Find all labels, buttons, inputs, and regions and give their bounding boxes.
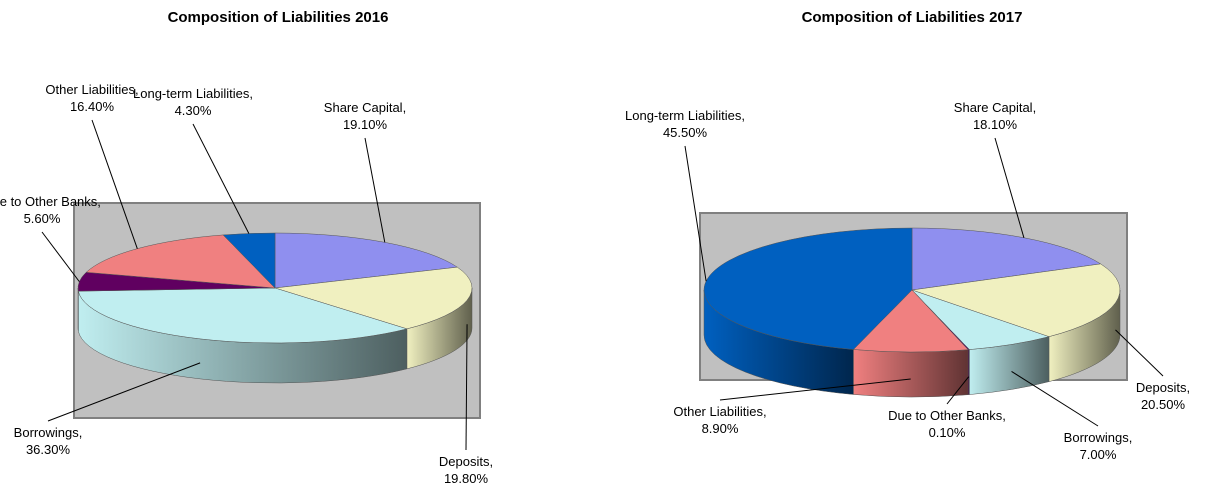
data-label: Long-term Liabilities, 45.50% bbox=[625, 108, 745, 140]
value-label: 20.50% bbox=[1141, 397, 1186, 412]
data-label: Deposits, 19.80% bbox=[439, 454, 493, 486]
value-label: 19.80% bbox=[444, 471, 489, 486]
leader-line bbox=[1011, 371, 1099, 427]
value-label: 45.50% bbox=[663, 125, 708, 140]
chart-title: Composition of Liabilities 2016 bbox=[168, 9, 389, 26]
category-name: Share Capital bbox=[954, 100, 1033, 115]
value-label: 4.30% bbox=[175, 103, 212, 118]
pie-slice bbox=[911, 263, 1121, 382]
value-label: 16.40% bbox=[70, 99, 115, 114]
value-label: 5.60% bbox=[24, 211, 61, 226]
pie-slice bbox=[703, 227, 913, 395]
pie-slice bbox=[222, 232, 276, 289]
value-label: 19.10% bbox=[343, 117, 388, 132]
category-name: Other Liabilities bbox=[45, 82, 135, 97]
chart-title: Composition of Liabilities 2017 bbox=[802, 9, 1023, 26]
leader-line bbox=[47, 362, 201, 422]
pie-top bbox=[274, 266, 473, 330]
data-label: Other Liabilities, 16.40% bbox=[45, 82, 138, 114]
pie-top bbox=[78, 287, 408, 344]
category-name: Share Capital bbox=[324, 100, 403, 115]
data-label: Other Liabilities, 8.90% bbox=[673, 404, 766, 436]
data-label: Borrowings, 36.30% bbox=[14, 425, 83, 457]
leader-line bbox=[465, 324, 468, 451]
category-name: Long-term Liabilities bbox=[625, 108, 742, 123]
value-label: 0.10% bbox=[929, 425, 966, 440]
value-label: 18.10% bbox=[973, 117, 1018, 132]
pie-top bbox=[274, 232, 459, 289]
value-label: 7.00% bbox=[1080, 447, 1117, 462]
leader-line bbox=[91, 119, 138, 249]
pie-slice bbox=[274, 232, 459, 289]
category-name: Deposits bbox=[439, 454, 490, 469]
data-label: Share Capital, 19.10% bbox=[324, 100, 406, 132]
pie-top bbox=[222, 232, 276, 289]
pie-top bbox=[911, 263, 1121, 337]
pie-side bbox=[853, 349, 969, 398]
leader-line bbox=[994, 137, 1025, 238]
data-label: Due to Other Banks, 0.10% bbox=[888, 408, 1006, 440]
data-label: Share Capital, 18.10% bbox=[954, 100, 1036, 132]
leader-line bbox=[684, 145, 707, 282]
pie-top bbox=[852, 289, 969, 353]
category-name: Borrowings bbox=[14, 425, 80, 440]
leader-line bbox=[364, 137, 386, 243]
category-name: Due to Other Banks bbox=[888, 408, 1003, 423]
leader-line bbox=[719, 378, 911, 401]
category-name: Due to Other Banks bbox=[0, 194, 98, 209]
leader-line bbox=[192, 123, 250, 234]
data-label: Deposits, 20.50% bbox=[1136, 380, 1190, 412]
leader-line bbox=[1115, 329, 1164, 377]
leader-line bbox=[41, 231, 80, 282]
category-name: Deposits bbox=[1136, 380, 1187, 395]
category-name: Long-term Liabilities bbox=[133, 86, 250, 101]
category-name: Borrowings bbox=[1064, 430, 1130, 445]
value-label: 36.30% bbox=[26, 442, 71, 457]
pie-slice bbox=[911, 227, 1102, 291]
data-label: Long-term Liabilities, 4.30% bbox=[133, 86, 253, 118]
category-name: Other Liabilities bbox=[673, 404, 763, 419]
data-label: Borrowings, 7.00% bbox=[1064, 430, 1133, 462]
pie-slice bbox=[852, 289, 969, 398]
pie-top bbox=[911, 227, 1102, 291]
leader-line bbox=[946, 376, 970, 405]
value-label: 8.90% bbox=[702, 421, 739, 436]
